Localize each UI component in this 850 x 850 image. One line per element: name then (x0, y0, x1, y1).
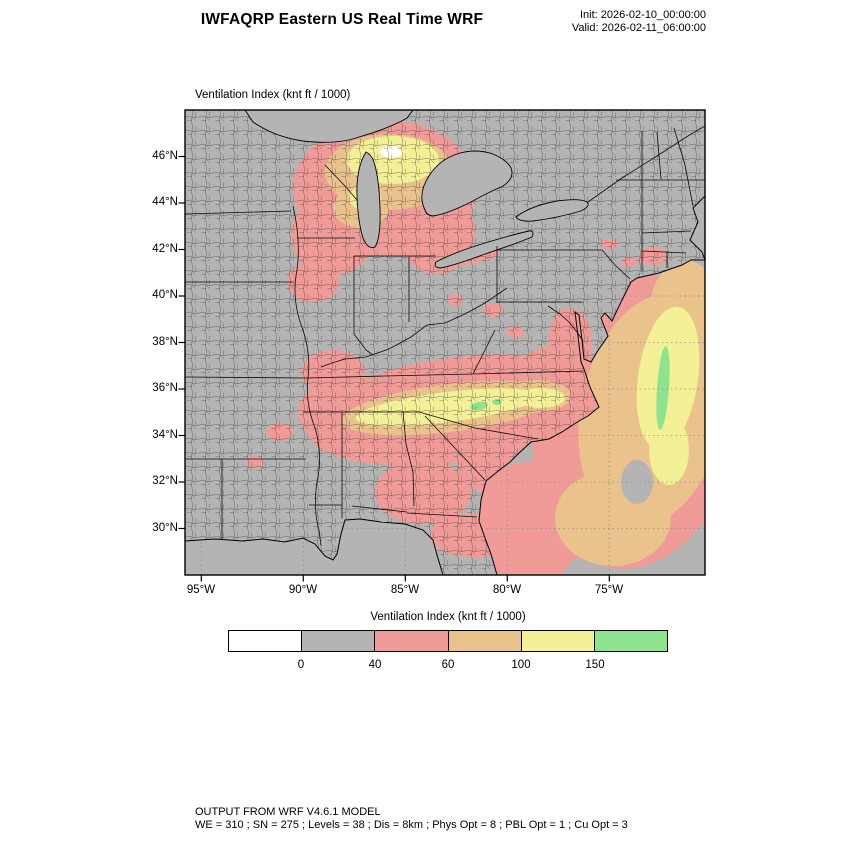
lon-tick-label: 80°W (492, 584, 522, 596)
colorbar-segment (228, 630, 303, 652)
ocean-contours (185, 196, 705, 575)
colorbar-title: Ventilation Index (knt ft / 1000) (370, 611, 526, 623)
lon-tick-label: 95°W (186, 584, 216, 596)
lat-tick-label: 38°N (152, 336, 178, 348)
lat-tick-label: 30°N (152, 522, 178, 534)
colorbar-segment (520, 630, 595, 652)
lat-tick-label: 34°N (152, 429, 178, 441)
lat-tick-label: 44°N (152, 196, 178, 208)
state-boundaries (185, 125, 705, 547)
footer-config-line: WE = 310 ; SN = 275 ; Levels = 38 ; Dis … (195, 819, 628, 831)
page-title: IWFAQRP Eastern US Real Time WRF (200, 11, 484, 28)
lon-tick-label: 85°W (390, 584, 420, 596)
footer-model-line: OUTPUT FROM WRF V4.6.1 MODEL (195, 806, 381, 818)
colorbar-segment (593, 630, 669, 652)
colorbar-segment (301, 630, 376, 652)
great-lakes (244, 110, 589, 269)
lat-tick-label: 42°N (152, 243, 178, 255)
colorbar (228, 630, 669, 652)
colorbar-tick-label: 150 (585, 659, 605, 671)
map-plot (178, 109, 706, 582)
run-times: Init: 2026-02-10_00:00:00 Valid: 2026-02… (470, 9, 706, 35)
colorbar-tick-label: 60 (441, 659, 455, 671)
colorbar-segment (374, 630, 449, 652)
map-frame (184, 109, 706, 576)
valid-time: Valid: 2026-02-11_06:00:00 (571, 22, 706, 34)
map-canvas (185, 110, 705, 575)
lat-tick-label: 40°N (152, 289, 178, 301)
lon-ticks (200, 575, 610, 582)
lat-tick-label: 36°N (152, 382, 178, 394)
init-time: Init: 2026-02-10_00:00:00 (580, 9, 706, 21)
colorbar-tick-label: 100 (511, 659, 531, 671)
colorbar-tick-label: 40 (368, 659, 382, 671)
coastline (185, 195, 705, 575)
lat-ticks (178, 155, 185, 530)
lat-tick-label: 32°N (152, 475, 178, 487)
colorbar-segment (447, 630, 522, 652)
field-label: Ventilation Index (knt ft / 1000) (195, 89, 351, 101)
lon-tick-label: 90°W (288, 584, 318, 596)
lat-tick-label: 46°N (152, 150, 178, 162)
lon-tick-label: 75°W (594, 584, 624, 596)
colorbar-tick-label: 0 (297, 659, 305, 671)
